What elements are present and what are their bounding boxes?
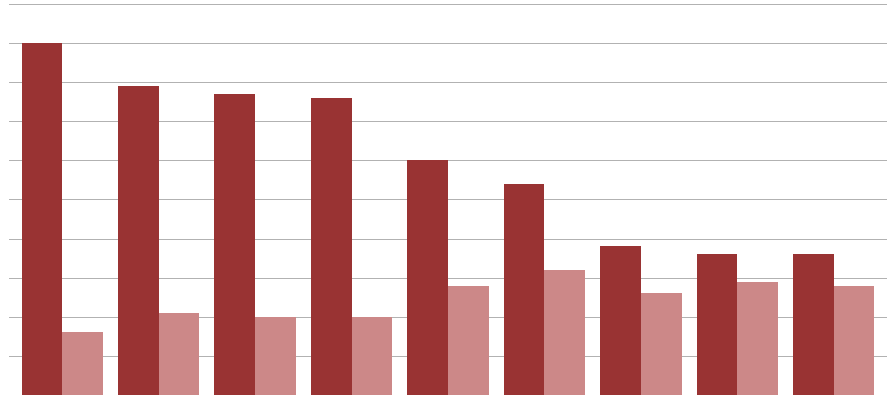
Bar (448, 286, 488, 395)
Bar (794, 254, 834, 395)
Bar (311, 98, 351, 395)
Bar (697, 254, 737, 395)
Bar (62, 332, 102, 395)
Bar (22, 43, 62, 395)
Bar (408, 160, 448, 395)
Bar (545, 270, 585, 395)
Bar (255, 317, 296, 395)
Bar (118, 86, 159, 395)
Bar (600, 247, 641, 395)
Bar (159, 313, 199, 395)
Bar (641, 293, 682, 395)
Bar (737, 282, 778, 395)
Bar (834, 286, 874, 395)
Bar (351, 317, 392, 395)
Bar (214, 94, 255, 395)
Bar (504, 184, 545, 395)
